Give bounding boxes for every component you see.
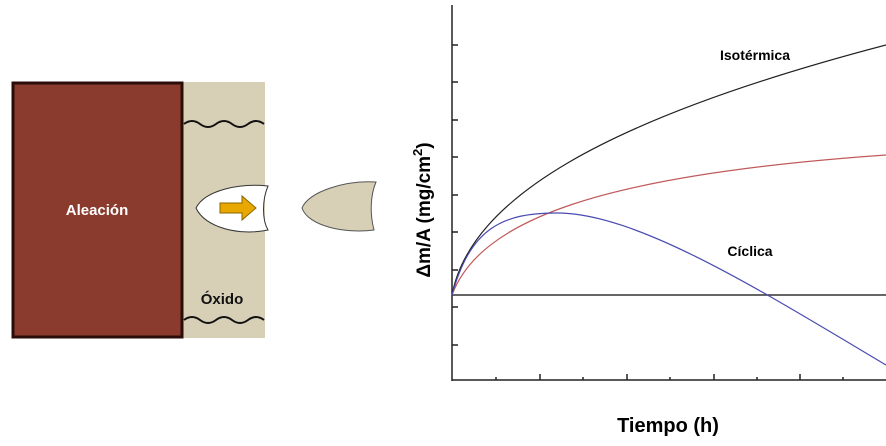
curve-label: Isotérmica [720, 47, 790, 63]
axes [452, 5, 886, 381]
alloy-label: Aleación [66, 202, 129, 219]
curve-label: Cíclica [727, 243, 772, 259]
oxide-label: Óxido [201, 290, 244, 308]
isothermal-curve [452, 45, 886, 295]
reference-curve [452, 155, 886, 295]
y-label-end: ) [414, 142, 435, 148]
y-label-main: Δm/A (mg/cm [414, 156, 435, 278]
y-axis-label: Δm/A (mg/cm2) [410, 142, 435, 277]
cyclic-curve [452, 213, 886, 365]
y-label-superscript: 2 [410, 149, 425, 156]
spalled-oxide [302, 182, 376, 231]
diagram: Aleación Óxido Isotérmica Cíclica Tiempo… [0, 0, 886, 446]
x-axis-label: Tiempo (h) [617, 415, 719, 437]
